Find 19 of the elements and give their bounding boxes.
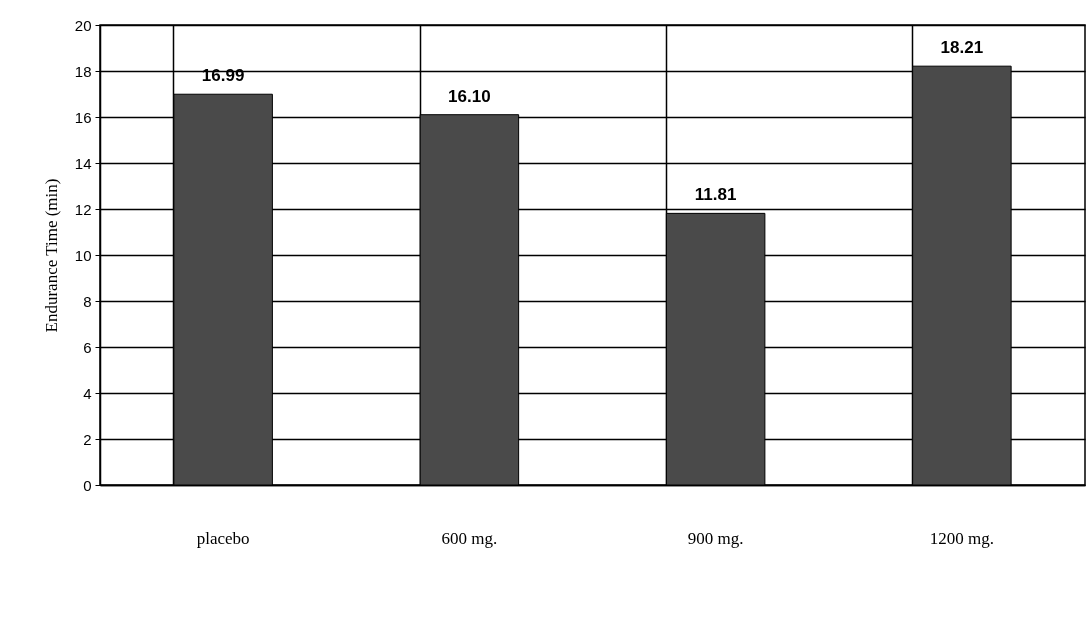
y-tick-label: 10 xyxy=(74,246,92,264)
y-tick-label: 16 xyxy=(74,108,92,126)
y-tick-label: 12 xyxy=(74,200,92,218)
data-label: 11.81 xyxy=(694,185,737,205)
x-tick-label: placebo xyxy=(196,528,250,548)
y-tick-label: 4 xyxy=(83,384,92,402)
x-tick-label: 600 mg. xyxy=(441,528,498,548)
data-label: 16.10 xyxy=(448,86,491,106)
y-tick-label: 0 xyxy=(83,476,92,494)
y-tick-label: 8 xyxy=(83,292,92,310)
y-tick-label: 2 xyxy=(83,430,92,448)
x-tick-label: 1200 mg. xyxy=(929,528,994,548)
y-tick-label: 18 xyxy=(74,62,92,80)
data-label: 18.21 xyxy=(940,38,984,58)
y-tick-label: 20 xyxy=(74,16,92,34)
y-tick-label: 14 xyxy=(74,154,92,172)
y-axis-title: Endurance Time (min) xyxy=(41,178,61,333)
y-tick-label: 6 xyxy=(83,338,92,356)
x-tick-label: 900 mg. xyxy=(687,528,744,548)
